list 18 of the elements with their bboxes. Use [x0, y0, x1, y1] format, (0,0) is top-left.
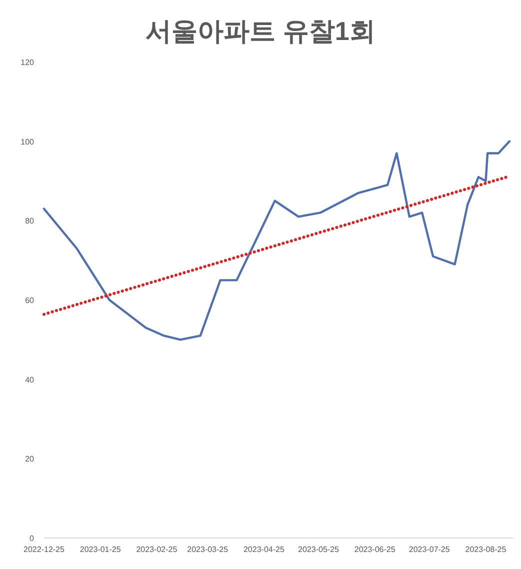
x-tick-label: 2023-07-25: [408, 545, 450, 554]
y-tick-label: 60: [25, 296, 35, 305]
chart-title: 서울아파트 유찰1회: [146, 16, 376, 46]
x-tick-label: 2023-06-25: [354, 545, 396, 554]
x-tick-label: 2023-04-25: [243, 545, 285, 554]
x-tick-label: 2023-05-25: [298, 545, 340, 554]
x-tick-label: 2023-02-25: [136, 545, 178, 554]
x-tick-label: 2023-03-25: [187, 545, 229, 554]
line-series: [42, 140, 510, 341]
y-tick-label: 80: [25, 216, 35, 226]
y-tick-label: 20: [25, 454, 35, 464]
y-tick-label: 0: [30, 534, 35, 543]
x-tick-label: 2023-01-25: [80, 545, 122, 554]
y-tick-label: 100: [20, 137, 35, 146]
y-tick-label: 120: [20, 58, 35, 67]
y-tick-label: 40: [25, 375, 35, 384]
x-tick-label: 2023-08-25: [465, 545, 507, 554]
x-tick-label: 2022-12-25: [24, 545, 66, 554]
